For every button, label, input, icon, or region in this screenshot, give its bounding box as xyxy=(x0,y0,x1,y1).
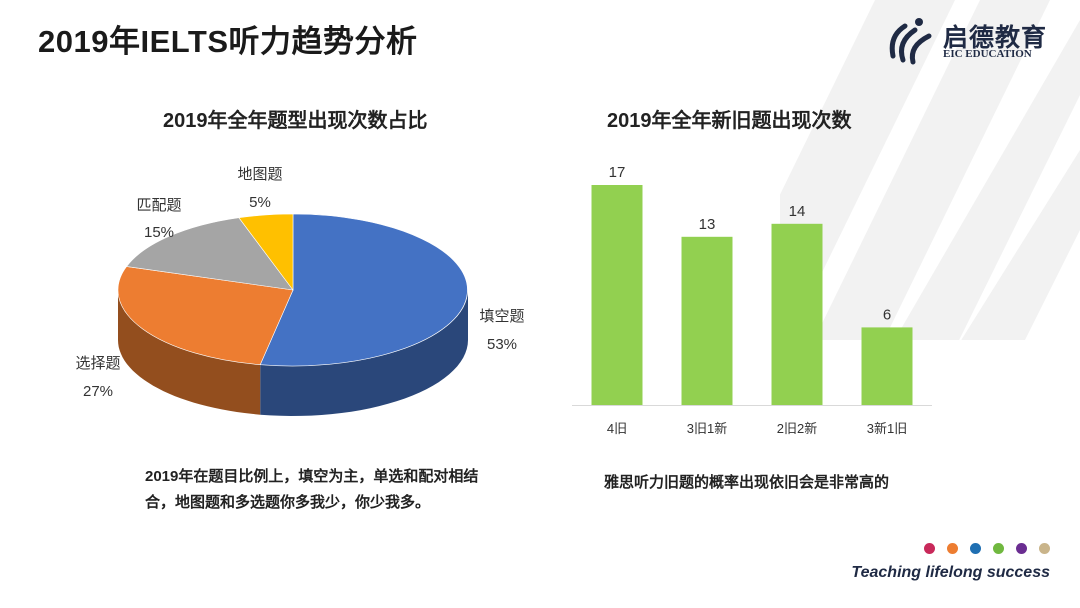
bar-2 xyxy=(771,223,823,405)
eic-logo-icon xyxy=(889,18,932,65)
brand-dot-4 xyxy=(1016,543,1027,554)
pie-label-category-3: 地图题 xyxy=(237,166,282,183)
bar-category-label-3: 3新1旧 xyxy=(867,421,907,436)
bar-category-label-0: 4旧 xyxy=(607,421,627,436)
pie-side-0 xyxy=(260,290,468,416)
pie-slice-3 xyxy=(238,213,294,291)
pie-label-percent-2: 15% xyxy=(144,224,174,241)
brand-logo: 启德教育 EIC EDUCATION xyxy=(885,16,1050,66)
brand-dot-0 xyxy=(924,543,935,554)
pie-label-category-2: 匹配题 xyxy=(136,197,181,214)
page-title: 2019年IELTS听力趋势分析 xyxy=(38,24,418,59)
brand-dot-3 xyxy=(993,543,1004,554)
pie-side-1 xyxy=(118,290,261,415)
pie-label-category-1: 选择题 xyxy=(75,355,120,372)
bar-3 xyxy=(861,327,913,405)
brand-dot-1 xyxy=(947,543,958,554)
logo-name-cn: 启德教育 xyxy=(943,24,1048,52)
pie-label-category-0: 填空题 xyxy=(479,308,524,325)
bar-value-label-3: 6 xyxy=(883,306,891,323)
pie-label-percent-0: 53% xyxy=(487,336,517,353)
logo-name-en: EIC EDUCATION xyxy=(943,48,1032,60)
bar-1 xyxy=(681,236,733,405)
bar-value-label-2: 14 xyxy=(789,203,806,220)
bar-caption: 雅思听力旧题的概率出现依旧会是非常高的 xyxy=(604,474,890,491)
brand-dot-5 xyxy=(1039,543,1050,554)
pie-slice-1 xyxy=(117,266,294,366)
bar-0 xyxy=(591,185,643,405)
pie-chart-title: 2019年全年题型出现次数占比 xyxy=(163,110,428,132)
decorative-stripes xyxy=(780,0,1080,340)
bar-category-label-2: 2旧2新 xyxy=(777,421,817,436)
pie-label-percent-1: 27% xyxy=(83,383,113,400)
bar-value-label-1: 13 xyxy=(699,216,716,233)
bar-category-label-1: 3旧1新 xyxy=(687,421,727,436)
pie-slice-0 xyxy=(259,213,468,367)
pie-caption: 2019年在题目比例上，填空为主，单选和配对相结合，地图题和多选题你多我少，你少… xyxy=(145,468,479,511)
bar-value-label-0: 17 xyxy=(609,164,626,181)
pie-label-percent-3: 5% xyxy=(249,194,271,211)
brand-dot-2 xyxy=(970,543,981,554)
brand-dots xyxy=(924,543,1054,557)
tagline: Teaching lifelong success xyxy=(851,564,1050,581)
pie-slice-2 xyxy=(126,217,294,291)
pie-side-walls xyxy=(118,290,468,416)
bar-chart-title: 2019年全年新旧题出现次数 xyxy=(607,110,852,132)
